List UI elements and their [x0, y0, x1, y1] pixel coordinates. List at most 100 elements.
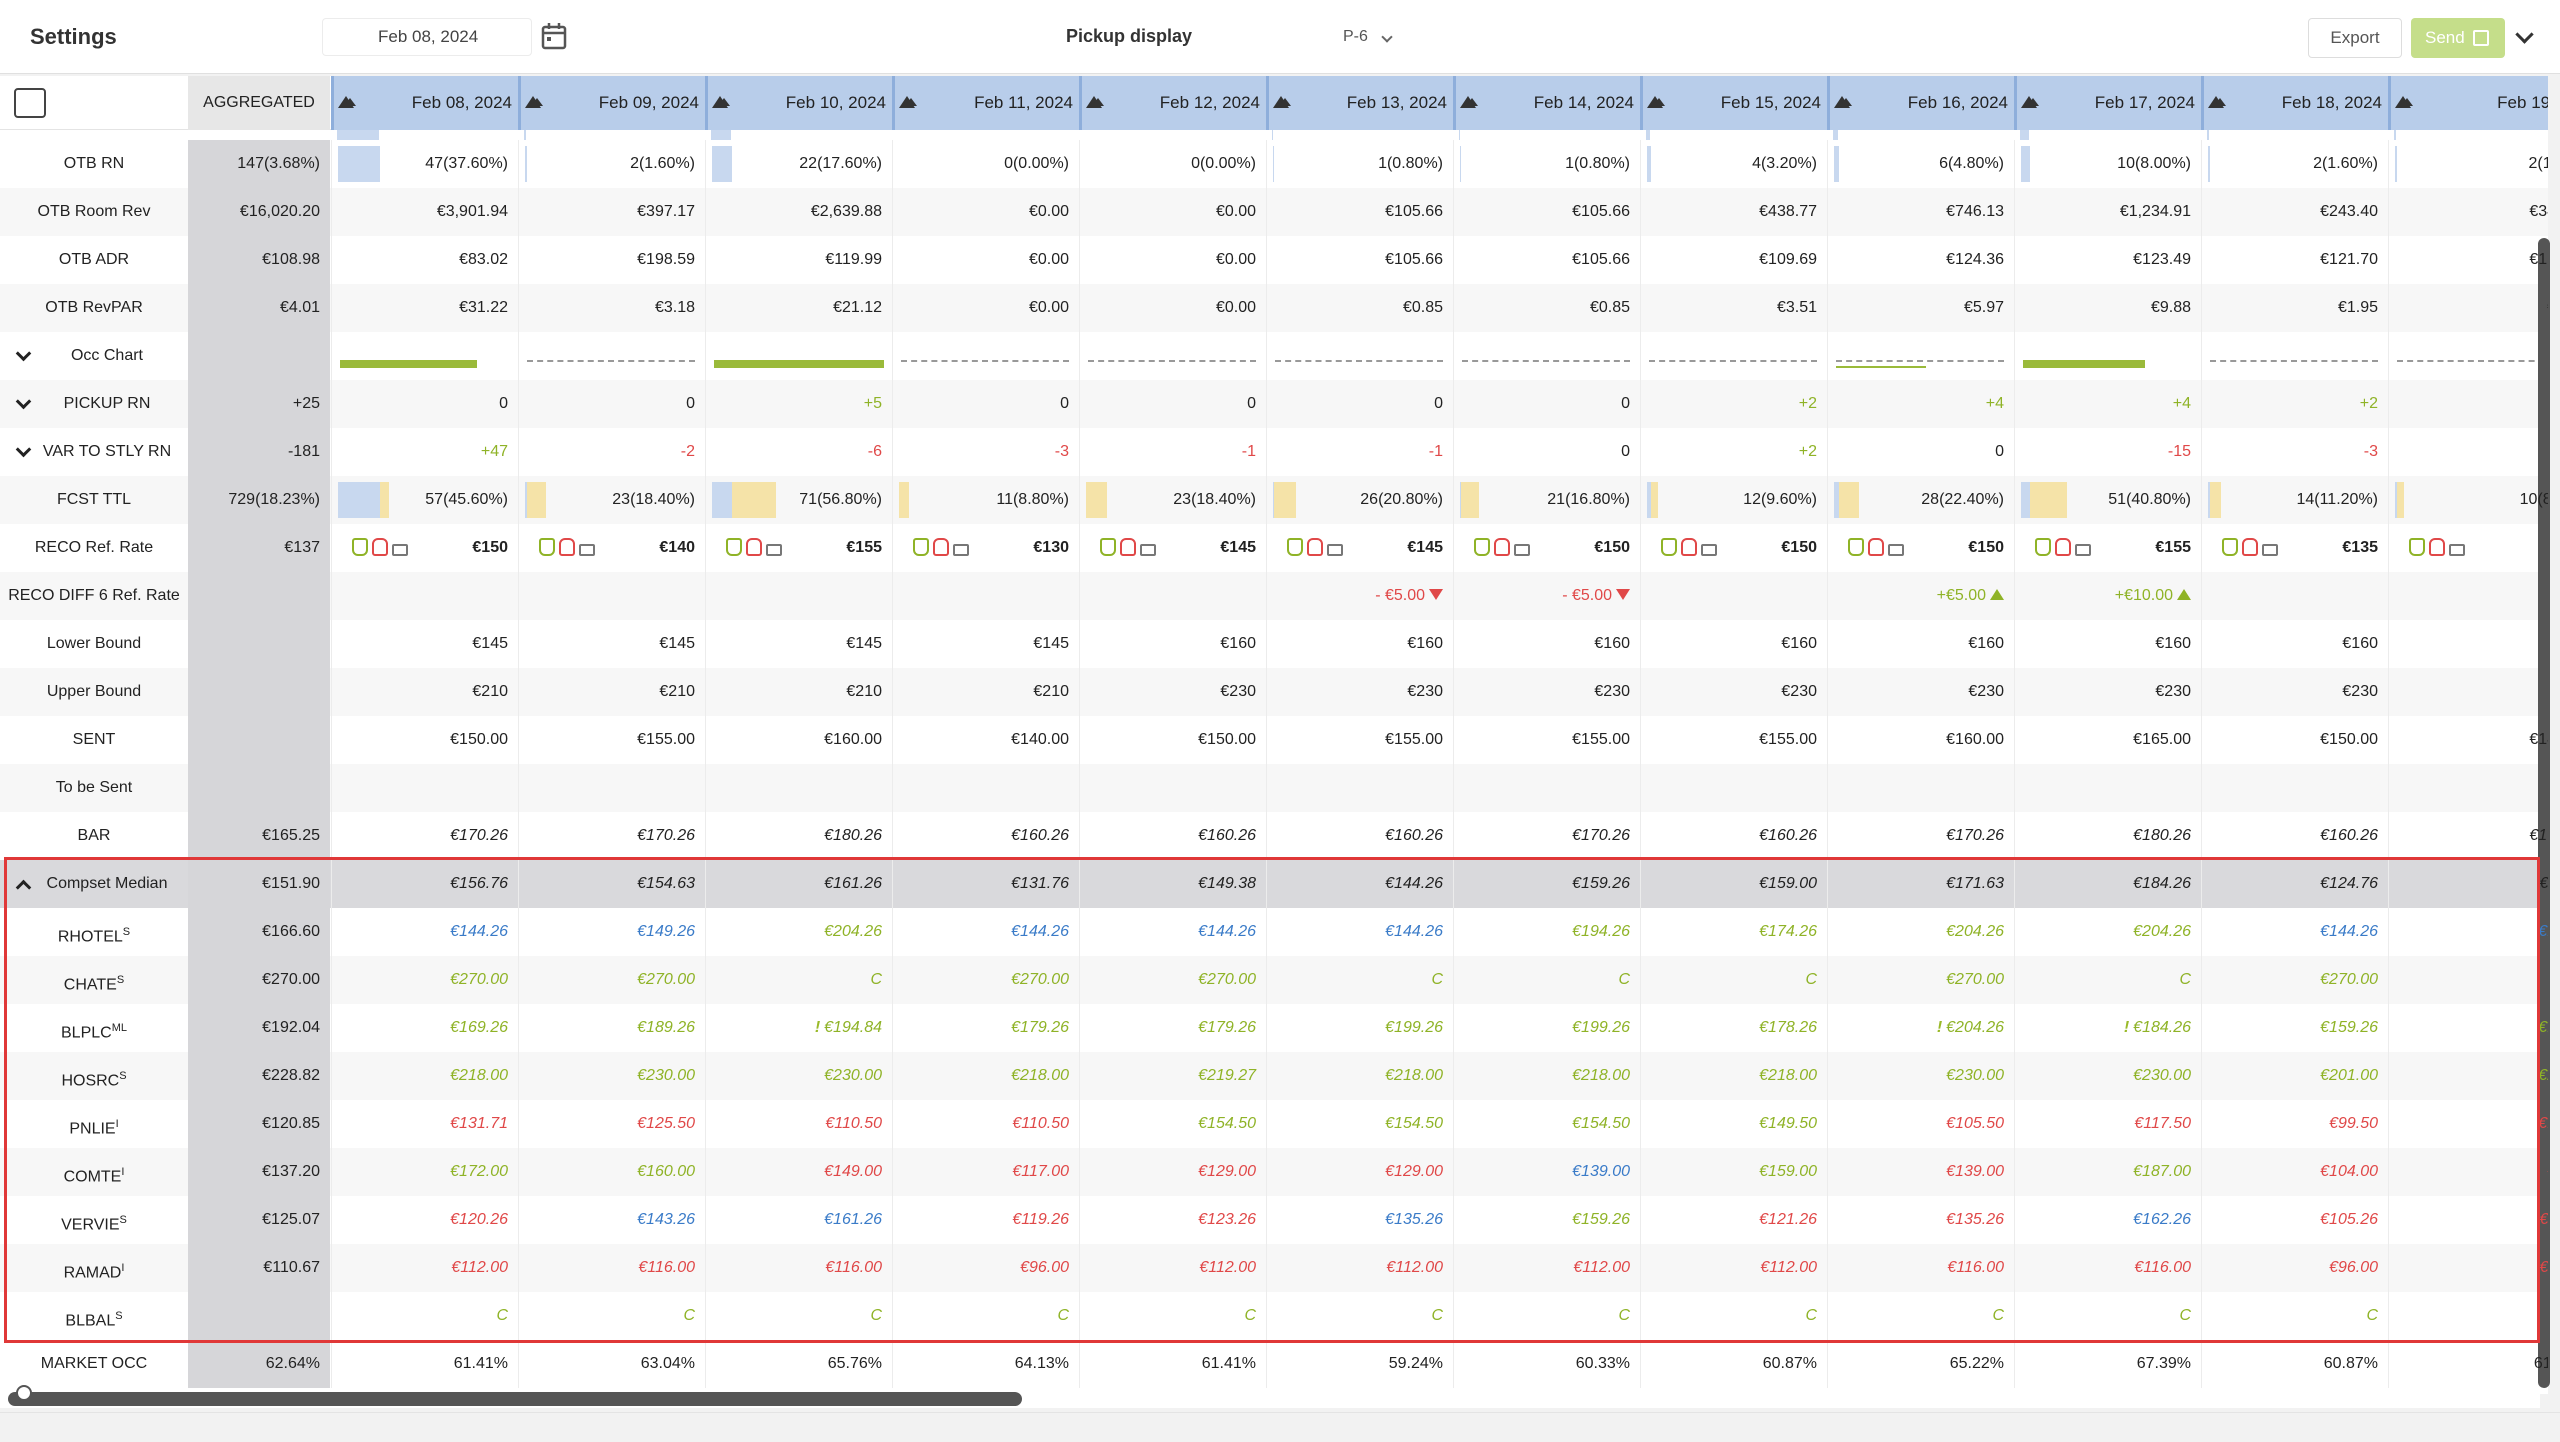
bar-row-value: €170.26	[1946, 827, 2004, 844]
upper-bound-row-cell[interactable]: €230	[1453, 668, 1640, 716]
thumbs-up-icon[interactable]	[913, 538, 929, 556]
reco-rate-row-cell[interactable]: €150	[331, 524, 518, 572]
date-column-header[interactable]: Feb 08, 2024	[331, 76, 518, 130]
lower-bound-row-cell[interactable]: €160	[1640, 620, 1827, 668]
reco-rate-row-cell[interactable]: €155	[705, 524, 892, 572]
lower-bound-row-cell[interactable]: €160	[2201, 620, 2388, 668]
reco-rate-row-cell[interactable]: €150	[1827, 524, 2014, 572]
lock-icon[interactable]	[2262, 544, 2278, 556]
lower-bound-row-cell[interactable]: €145	[518, 620, 705, 668]
export-button[interactable]: Export	[2308, 18, 2402, 58]
date-column-header[interactable]: Feb 19, 2	[2388, 76, 2548, 130]
upper-bound-row-cell[interactable]: €230	[1640, 668, 1827, 716]
reco-rate-row-cell[interactable]	[2388, 524, 2548, 572]
thumbs-up-icon[interactable]	[352, 538, 368, 556]
lock-icon[interactable]	[579, 544, 595, 556]
thumbs-up-icon[interactable]	[726, 538, 742, 556]
scroll-handle-icon[interactable]	[16, 1385, 32, 1401]
thumbs-up-icon[interactable]	[1848, 538, 1864, 556]
thumbs-down-icon[interactable]	[1681, 538, 1697, 556]
thumbs-down-icon[interactable]	[2055, 538, 2071, 556]
vertical-scrollbar-thumb[interactable]	[2538, 238, 2550, 1388]
upper-bound-row-cell[interactable]: €230	[2014, 668, 2201, 716]
thumbs-up-icon[interactable]	[1474, 538, 1490, 556]
lock-icon[interactable]	[1514, 544, 1530, 556]
lock-icon[interactable]	[766, 544, 782, 556]
horizontal-scrollbar-thumb[interactable]	[8, 1392, 1022, 1406]
collapse-toggle-icon[interactable]	[14, 88, 46, 118]
lower-bound-row-cell[interactable]: €160	[1453, 620, 1640, 668]
reco-rate-row-cell[interactable]: €155	[2014, 524, 2201, 572]
lock-icon[interactable]	[1701, 544, 1717, 556]
lower-bound-row-cell[interactable]: €	[2388, 620, 2548, 668]
date-column-header[interactable]: Feb 16, 2024	[1827, 76, 2014, 130]
date-column-header[interactable]: Feb 17, 2024	[2014, 76, 2201, 130]
pickup-display-select[interactable]: P-6	[1337, 20, 1397, 54]
chevron-down-icon[interactable]	[15, 441, 32, 458]
date-column-header[interactable]: Feb 14, 2024	[1453, 76, 1640, 130]
thumbs-up-icon[interactable]	[1100, 538, 1116, 556]
date-column-header[interactable]: Feb 18, 2024	[2201, 76, 2388, 130]
lower-bound-row-cell[interactable]: €145	[892, 620, 1079, 668]
lower-bound-row-cell[interactable]: €160	[1827, 620, 2014, 668]
reco-rate-row-cell[interactable]: €135	[2201, 524, 2388, 572]
thumbs-down-icon[interactable]	[1494, 538, 1510, 556]
upper-bound-row-cell[interactable]: €230	[1079, 668, 1266, 716]
date-column-header[interactable]: Feb 12, 2024	[1079, 76, 1266, 130]
upper-bound-row-cell[interactable]: €210	[705, 668, 892, 716]
send-button[interactable]: Send	[2411, 18, 2505, 58]
date-column-header[interactable]: Feb 15, 2024	[1640, 76, 1827, 130]
thumbs-down-icon[interactable]	[1120, 538, 1136, 556]
date-column-header[interactable]: Feb 09, 2024	[518, 76, 705, 130]
lower-bound-row-cell[interactable]: €160	[2014, 620, 2201, 668]
reco-rate-row-cell[interactable]: €145	[1079, 524, 1266, 572]
lock-icon[interactable]	[1140, 544, 1156, 556]
lock-icon[interactable]	[953, 544, 969, 556]
date-input[interactable]: Feb 08, 2024	[322, 18, 532, 56]
thumbs-down-icon[interactable]	[2429, 538, 2445, 556]
thumbs-down-icon[interactable]	[1868, 538, 1884, 556]
thumbs-up-icon[interactable]	[2035, 538, 2051, 556]
reco-rate-row-cell[interactable]: €140	[518, 524, 705, 572]
date-column-header[interactable]: Feb 13, 2024	[1266, 76, 1453, 130]
lock-icon[interactable]	[1327, 544, 1343, 556]
upper-bound-row-cell[interactable]: €210	[331, 668, 518, 716]
lock-icon[interactable]	[2075, 544, 2091, 556]
lock-icon[interactable]	[1888, 544, 1904, 556]
lower-bound-row-cell[interactable]: €145	[705, 620, 892, 668]
reco-rate-row-cell[interactable]: €145	[1266, 524, 1453, 572]
competitor-row-label-text: HOSRC	[61, 1072, 120, 1090]
thumbs-down-icon[interactable]	[1307, 538, 1323, 556]
thumbs-up-icon[interactable]	[2409, 538, 2425, 556]
thumbs-up-icon[interactable]	[2222, 538, 2238, 556]
lock-icon[interactable]	[392, 544, 408, 556]
thumbs-down-icon[interactable]	[2242, 538, 2258, 556]
upper-bound-row-cell[interactable]: €230	[1827, 668, 2014, 716]
thumbs-down-icon[interactable]	[372, 538, 388, 556]
upper-bound-row-cell[interactable]: €230	[2201, 668, 2388, 716]
expand-chevron-icon[interactable]	[2515, 25, 2534, 44]
calendar-icon[interactable]	[541, 22, 567, 50]
reco-rate-row-cell[interactable]: €150	[1453, 524, 1640, 572]
upper-bound-row-cell[interactable]: €210	[518, 668, 705, 716]
thumbs-up-icon[interactable]	[539, 538, 555, 556]
reco-rate-row-cell[interactable]: €130	[892, 524, 1079, 572]
chevron-down-icon[interactable]	[15, 393, 32, 410]
thumbs-down-icon[interactable]	[933, 538, 949, 556]
upper-bound-row-cell[interactable]: €	[2388, 668, 2548, 716]
date-column-header[interactable]: Feb 10, 2024	[705, 76, 892, 130]
upper-bound-row-cell[interactable]: €210	[892, 668, 1079, 716]
thumbs-up-icon[interactable]	[1661, 538, 1677, 556]
chevron-down-icon[interactable]	[15, 345, 32, 362]
upper-bound-row-cell[interactable]: €230	[1266, 668, 1453, 716]
lower-bound-row-cell[interactable]: €160	[1079, 620, 1266, 668]
reco-rate-row-cell[interactable]: €150	[1640, 524, 1827, 572]
thumbs-down-icon[interactable]	[559, 538, 575, 556]
thumbs-up-icon[interactable]	[1287, 538, 1303, 556]
lock-icon[interactable]	[2449, 544, 2465, 556]
lower-bound-row-cell[interactable]: €160	[1266, 620, 1453, 668]
date-column-header[interactable]: Feb 11, 2024	[892, 76, 1079, 130]
thumbs-down-icon[interactable]	[746, 538, 762, 556]
chevron-up-icon[interactable]	[15, 879, 32, 896]
lower-bound-row-cell[interactable]: €145	[331, 620, 518, 668]
